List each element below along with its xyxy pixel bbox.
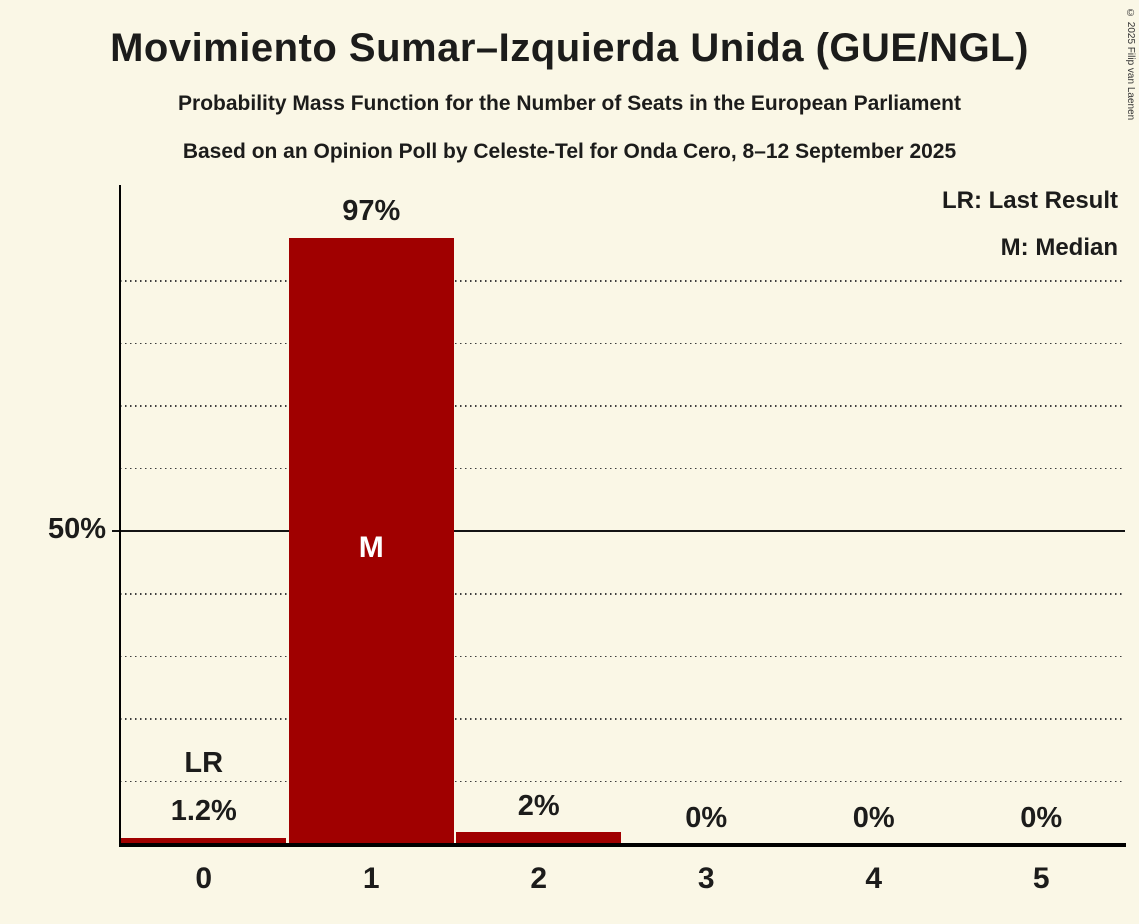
legend-last-result: LR: Last Result: [941, 187, 1118, 214]
gridline-10: [120, 780, 1125, 783]
chart-subtitle: Probability Mass Function for the Number…: [178, 92, 961, 115]
gridline-80: [120, 342, 1125, 345]
gridline-70: [120, 405, 1125, 407]
value-label-seat-0: 1.2%: [170, 794, 237, 827]
plot-area: 1.2% 97% 2% 0% 0% 0% LR M: [112, 185, 1125, 845]
gridline-40: [120, 593, 1125, 595]
bar-seat-2: [456, 832, 622, 845]
x-tick-0: 0: [195, 862, 213, 895]
x-tick-5: 5: [1032, 862, 1050, 895]
value-label-seat-1: 97%: [342, 194, 401, 227]
value-label-seat-2: 2%: [517, 789, 560, 822]
chart-title: Movimiento Sumar–Izquierda Unida (GUE/NG…: [110, 26, 1029, 70]
value-label-seat-5: 0%: [1020, 802, 1063, 835]
x-axis-line: [118, 843, 1126, 847]
median-marker: M: [358, 531, 384, 564]
y-axis-50-label: 50%: [47, 513, 106, 545]
chart-poll-subtitle: Based on an Opinion Poll by Celeste-Tel …: [182, 140, 957, 163]
x-tick-4: 4: [865, 862, 883, 895]
bar-seat-0: [121, 837, 287, 845]
gridline-50-solid: [112, 530, 1125, 532]
bar-seat-1: [288, 237, 454, 845]
gridline-60: [120, 467, 1125, 470]
last-result-marker: LR: [184, 746, 224, 779]
x-tick-1: 1: [362, 862, 380, 895]
gridline-30: [120, 655, 1125, 658]
copyright-notice: © 2025 Filip van Laenen: [1125, 8, 1136, 121]
y-axis-line: [118, 185, 121, 845]
x-axis-labels: 0 1 2 3 4 5: [120, 862, 1125, 906]
value-label-seat-3: 0%: [685, 802, 728, 835]
x-tick-2: 2: [530, 862, 548, 895]
value-label-seat-4: 0%: [852, 802, 895, 835]
gridline-90: [120, 280, 1125, 282]
gridline-20: [120, 718, 1125, 720]
legend-median: M: Median: [1000, 234, 1118, 261]
x-tick-3: 3: [697, 862, 715, 895]
